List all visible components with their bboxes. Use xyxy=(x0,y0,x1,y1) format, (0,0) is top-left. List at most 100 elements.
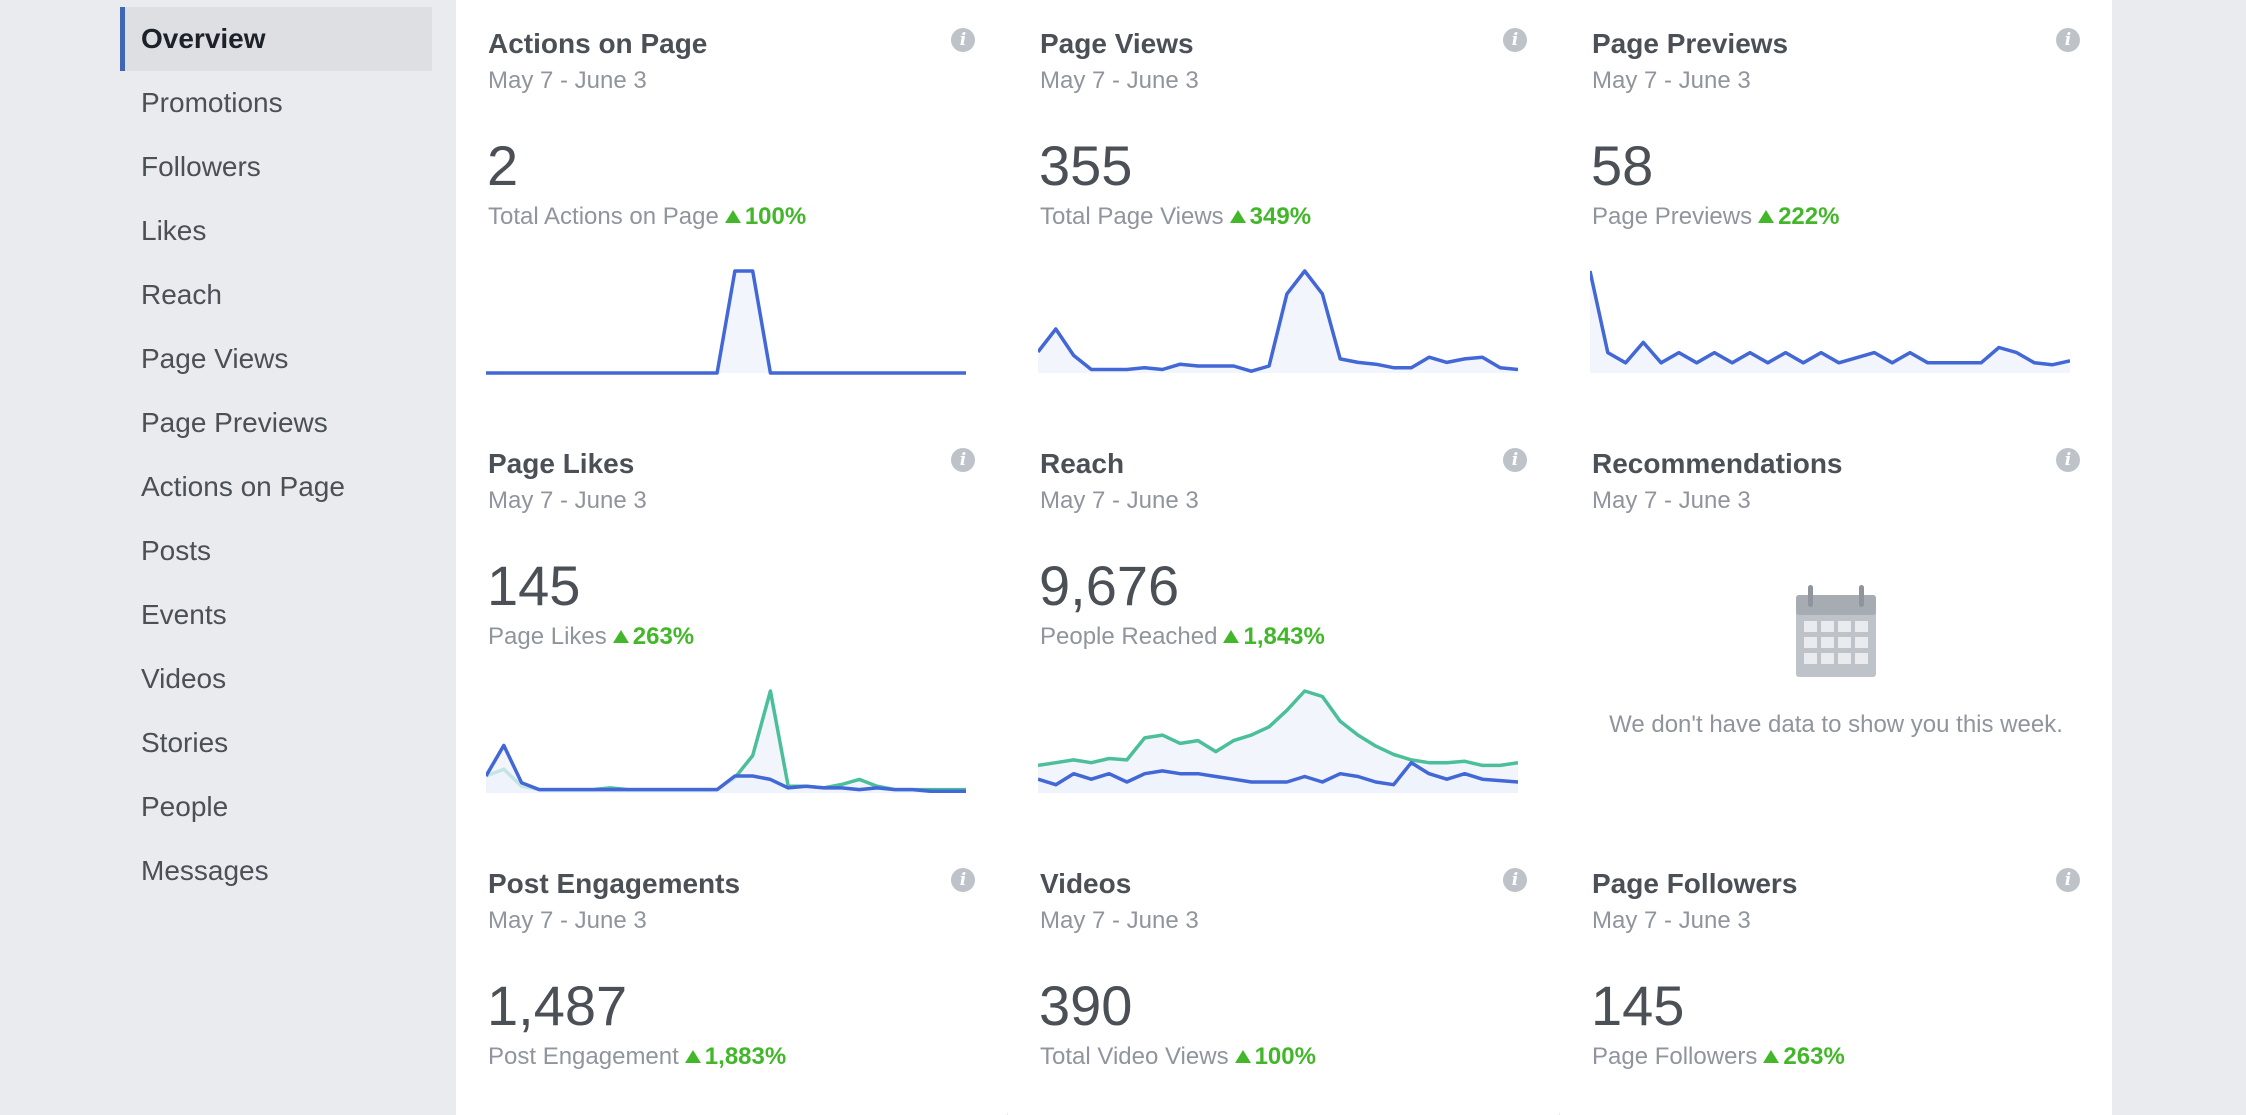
metric-delta: 1,883% xyxy=(684,1043,787,1070)
metric-value: 9,676 xyxy=(1039,554,1180,617)
metric-caption-row: Post Engagement 1,883% xyxy=(488,1043,786,1071)
info-icon[interactable]: i xyxy=(2056,868,2080,892)
card-date-range: May 7 - June 3 xyxy=(1592,907,1751,934)
sparkline-series-line xyxy=(1038,689,1518,768)
up-arrow-icon xyxy=(1763,1050,1780,1063)
sidebar-item-events[interactable]: Events xyxy=(141,599,227,630)
card-page-previews[interactable]: Page Previews May 7 - June 3 i 58 Page P… xyxy=(1560,0,2112,419)
info-icon[interactable]: i xyxy=(951,868,975,892)
up-arrow-icon xyxy=(684,1050,701,1063)
sidebar-nav: Overview Promotions Followers Likes Reac… xyxy=(120,7,432,903)
metric-delta: 263% xyxy=(1763,1043,1845,1070)
metric-caption-row: Total Page Views 349% xyxy=(1040,203,1311,231)
metric-caption: Page Previews xyxy=(1592,203,1753,230)
card-title: Videos xyxy=(1040,868,1132,899)
card-title: Recommendations xyxy=(1592,448,1843,479)
card-date-range: May 7 - June 3 xyxy=(488,907,647,934)
sparkline-series-line xyxy=(1038,760,1518,787)
delta-value: 100% xyxy=(744,203,807,230)
card-title: Page Previews xyxy=(1592,28,1789,59)
insights-grid: Actions on Page May 7 - June 3 i 2 Total… xyxy=(456,0,2112,1115)
metric-caption-row: Page Likes 263% xyxy=(488,623,694,651)
sidebar-item-videos[interactable]: Videos xyxy=(141,663,227,694)
sidebar-item-overview[interactable]: Overview xyxy=(120,7,432,71)
delta-value: 263% xyxy=(632,623,695,650)
metric-delta: 222% xyxy=(1758,203,1839,230)
up-arrow-icon xyxy=(612,630,629,643)
sparkline-chart xyxy=(1590,270,2070,373)
sparkline-area xyxy=(486,745,966,793)
card-title: Reach xyxy=(1040,448,1125,479)
sidebar-item-posts[interactable]: Posts xyxy=(141,535,212,566)
metric-caption-row: People Reached 1,843% xyxy=(1040,623,1325,651)
card-post-engagements[interactable]: Post Engagements May 7 - June 3 i 1,487 … xyxy=(456,840,1007,1115)
sidebar-item-actions-on-page[interactable]: Actions on Page xyxy=(141,471,345,502)
card-title: Page Likes xyxy=(488,448,635,479)
metric-caption-row: Total Actions on Page 100% xyxy=(488,203,806,231)
sparkline-area xyxy=(1038,691,1518,793)
up-arrow-icon xyxy=(1758,210,1775,223)
sidebar-item-people[interactable]: People xyxy=(141,791,229,822)
metric-value: 145 xyxy=(487,554,581,617)
metric-value: 390 xyxy=(1039,974,1133,1037)
up-arrow-icon xyxy=(1234,1050,1251,1063)
info-icon[interactable]: i xyxy=(2056,448,2080,472)
card-date-range: May 7 - June 3 xyxy=(488,487,647,514)
sparkline-chart xyxy=(1038,269,1518,373)
sidebar-item-likes[interactable]: Likes xyxy=(141,215,207,246)
sparkline-series-line xyxy=(486,269,966,375)
up-arrow-icon xyxy=(724,210,741,223)
metric-caption: Total Page Views xyxy=(1040,203,1224,230)
sparkline-area xyxy=(1038,271,1518,373)
info-icon[interactable]: i xyxy=(1503,868,1527,892)
info-icon[interactable]: i xyxy=(1503,28,1527,52)
card-date-range: May 7 - June 3 xyxy=(1592,67,1751,94)
sparkline-area xyxy=(486,691,966,793)
metric-caption: Post Engagement xyxy=(488,1043,679,1070)
metric-value: 2 xyxy=(487,134,519,197)
card-title: Actions on Page xyxy=(488,28,708,59)
sidebar-item-stories[interactable]: Stories xyxy=(141,727,229,758)
card-title: Page Views xyxy=(1040,28,1194,59)
delta-value: 100% xyxy=(1254,1043,1316,1070)
sparkline-chart xyxy=(1038,689,1518,793)
card-date-range: May 7 - June 3 xyxy=(1040,907,1199,934)
up-arrow-icon xyxy=(1223,630,1240,643)
metric-caption: Page Likes xyxy=(488,623,607,650)
card-title: Post Engagements xyxy=(488,868,741,899)
sparkline-chart xyxy=(486,269,966,375)
info-icon[interactable]: i xyxy=(1503,448,1527,472)
delta-value: 1,883% xyxy=(704,1043,787,1070)
sidebar-item-followers[interactable]: Followers xyxy=(141,151,261,182)
sparkline-series-line xyxy=(1038,269,1518,373)
sparkline-chart xyxy=(486,689,966,794)
card-videos[interactable]: Videos May 7 - June 3 i 390 Total Video … xyxy=(1008,840,1559,1115)
card-page-likes[interactable]: Page Likes May 7 - June 3 i 145 Page Lik… xyxy=(456,420,1007,839)
metric-caption-row: Page Previews 222% xyxy=(1592,203,1839,231)
metric-caption: People Reached xyxy=(1040,623,1218,650)
sidebar-item-messages[interactable]: Messages xyxy=(141,855,269,886)
delta-value: 263% xyxy=(1783,1043,1845,1070)
metric-caption: Total Actions on Page xyxy=(488,203,719,230)
sidebar-item-promotions[interactable]: Promotions xyxy=(141,87,283,118)
sidebar-item-page-views[interactable]: Page Views xyxy=(141,343,289,374)
card-page-followers[interactable]: Page Followers May 7 - June 3 i 145 Page… xyxy=(1560,840,2112,1115)
metric-value: 145 xyxy=(1591,974,1685,1037)
sidebar-item-reach[interactable]: Reach xyxy=(141,279,222,310)
delta-value: 222% xyxy=(1778,203,1840,230)
metric-delta: 263% xyxy=(612,623,695,650)
card-page-views[interactable]: Page Views May 7 - June 3 i 355 Total Pa… xyxy=(1008,0,1559,419)
metric-delta: 349% xyxy=(1229,203,1311,230)
card-recommendations[interactable]: Recommendations May 7 - June 3 i We don'… xyxy=(1560,420,2112,839)
sparkline-area xyxy=(1038,762,1518,793)
card-actions-on-page[interactable]: Actions on Page May 7 - June 3 i 2 Total… xyxy=(456,0,1007,419)
card-reach[interactable]: Reach May 7 - June 3 i 9,676 People Reac… xyxy=(1008,420,1559,839)
info-icon[interactable]: i xyxy=(951,448,975,472)
info-icon[interactable]: i xyxy=(951,28,975,52)
card-date-range: May 7 - June 3 xyxy=(1040,487,1199,514)
info-icon[interactable]: i xyxy=(2056,28,2080,52)
sidebar-item-page-previews[interactable]: Page Previews xyxy=(141,407,328,438)
metric-caption-row: Total Video Views 100% xyxy=(1040,1043,1316,1071)
sparkline-series-line xyxy=(486,743,966,794)
metric-caption: Total Video Views xyxy=(1040,1043,1229,1070)
